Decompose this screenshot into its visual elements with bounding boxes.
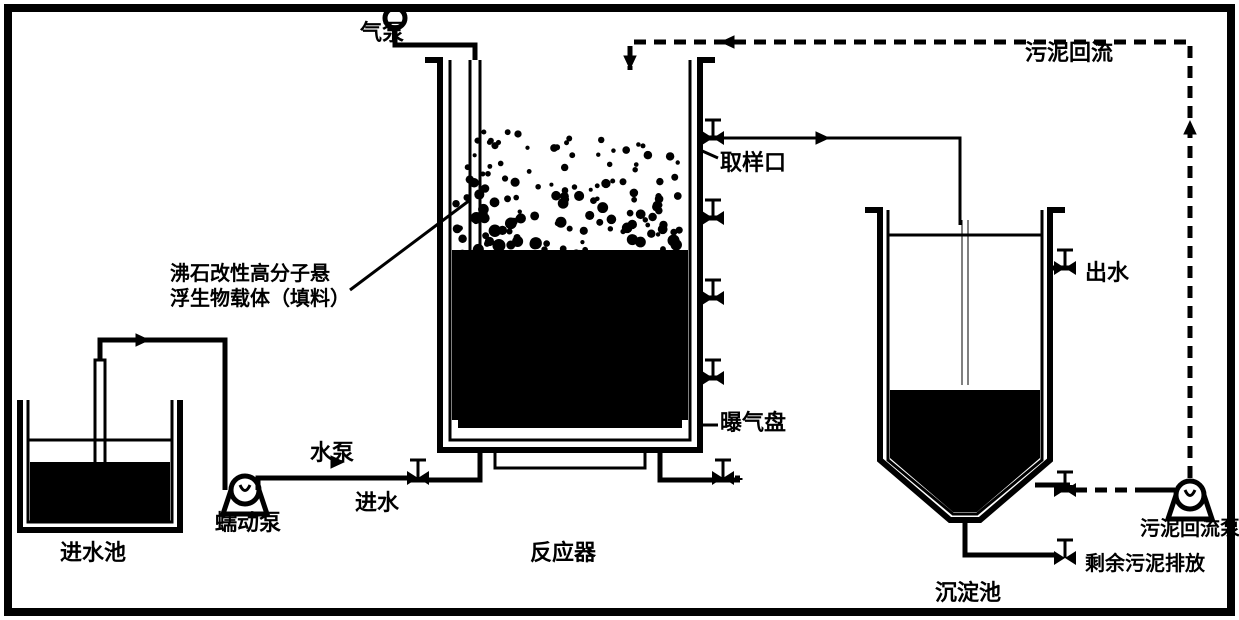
label-effluent: 出水: [1085, 260, 1130, 285]
label-pump: 水泵: [310, 440, 354, 465]
sample-valve-3: [702, 280, 724, 305]
sample-valve-2: [702, 200, 724, 225]
inlet-tank: [20, 340, 225, 530]
label-media1: 沸石改性高分子悬: [170, 261, 330, 285]
effluent-valve: [1054, 250, 1076, 275]
reactor: [406, 60, 740, 480]
air-line: [395, 28, 475, 60]
aeration-disc: [458, 420, 682, 428]
sludge-return-pump: [1168, 481, 1212, 519]
label-inlet: 进水: [355, 490, 400, 515]
sample-valve-1: [702, 120, 724, 145]
label-media2: 浮生物载体（填料）: [170, 286, 350, 310]
label-sed_tank: 沉淀池: [935, 580, 1001, 605]
label-sludge_return: 污泥回流: [1025, 40, 1113, 65]
label-peristaltic: 蠕动泵: [215, 510, 281, 535]
label-excess_sludge: 剩余污泥排放: [1085, 551, 1206, 575]
label-return_pump: 污泥回流泵: [1140, 516, 1239, 540]
sample-valve-4: [702, 360, 724, 385]
label-sampling: 取样口: [720, 150, 786, 175]
excess-valve: [1054, 540, 1076, 565]
label-reactor: 反应器: [530, 540, 597, 565]
label-inlet_tank: 进水池: [60, 540, 126, 565]
sedimentation-tank: [865, 210, 1070, 555]
label-aeration: 曝气盘: [720, 410, 786, 435]
inlet-pipe: [258, 478, 406, 490]
label-air_pump: 气泵: [359, 20, 404, 45]
